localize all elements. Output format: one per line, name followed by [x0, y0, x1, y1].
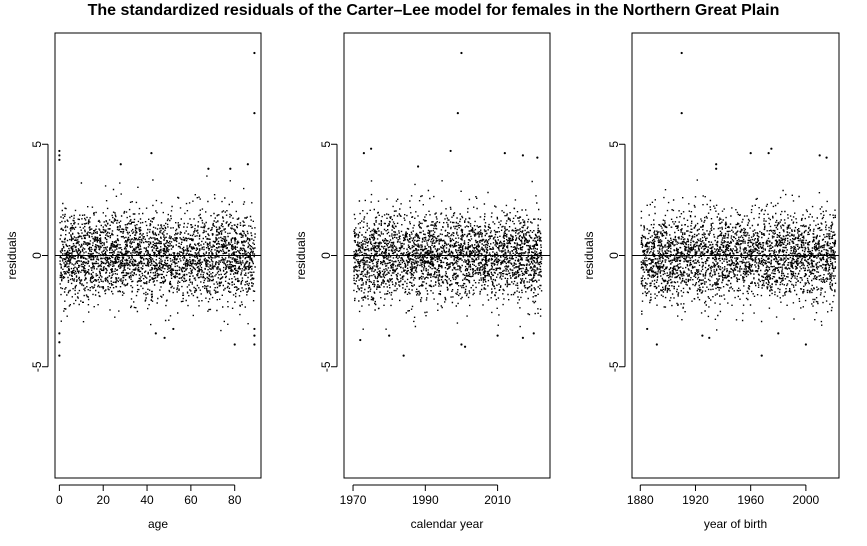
x-axis-label: age	[148, 517, 168, 531]
data-point	[521, 154, 524, 157]
data-point	[58, 341, 61, 344]
y-tick-label: 0	[607, 252, 621, 259]
x-axis-label: year of birth	[704, 517, 767, 531]
x-tick-label: 20	[97, 493, 111, 507]
data-point	[58, 158, 61, 161]
y-axis-label: residuals	[294, 231, 308, 279]
data-point	[58, 154, 61, 157]
data-point	[536, 156, 539, 159]
y-tick-label: -5	[319, 361, 333, 372]
data-point	[449, 149, 452, 153]
data-point	[804, 343, 807, 346]
data-point	[680, 51, 683, 55]
data-point	[233, 343, 236, 346]
x-tick-label: 1920	[682, 493, 709, 507]
data-point	[777, 332, 780, 335]
data-point	[521, 336, 524, 339]
data-point	[58, 354, 61, 357]
data-point	[760, 354, 763, 357]
data-point	[496, 334, 499, 337]
data-point	[253, 112, 256, 115]
x-tick-label: 1990	[412, 493, 439, 507]
data-point	[680, 112, 683, 115]
data-point	[229, 167, 232, 170]
x-tick-label: 1880	[627, 493, 654, 507]
data-point	[532, 332, 535, 335]
data-point	[655, 343, 658, 346]
data-point	[359, 338, 362, 342]
data-point	[749, 152, 752, 155]
data-point	[58, 332, 61, 335]
residual-points	[59, 175, 256, 332]
y-axis-label: residuals	[582, 231, 596, 279]
data-point	[646, 327, 649, 331]
data-point	[825, 156, 828, 159]
data-point	[463, 345, 467, 348]
data-point	[818, 154, 821, 157]
data-point	[416, 165, 420, 168]
data-point	[253, 51, 256, 55]
x-tick-label: 40	[140, 493, 154, 507]
y-tick-label: 5	[30, 141, 44, 148]
y-tick-label: 0	[30, 252, 44, 259]
x-tick-label: 60	[184, 493, 198, 507]
data-point	[362, 152, 365, 155]
y-tick-label: 5	[607, 141, 621, 148]
data-point	[253, 334, 256, 337]
data-point	[715, 167, 718, 170]
data-point	[767, 152, 770, 155]
x-tick-label: 2000	[793, 493, 820, 507]
x-tick-label: 2010	[484, 493, 511, 507]
data-point	[456, 112, 459, 115]
x-tick-label: 0	[56, 493, 63, 507]
data-point	[370, 147, 373, 150]
x-tick-label: 1960	[737, 493, 764, 507]
y-tick-label: -5	[30, 361, 44, 372]
data-point	[207, 167, 210, 170]
y-tick-label: -5	[607, 361, 621, 372]
x-tick-label: 1970	[340, 493, 367, 507]
data-point	[388, 334, 391, 337]
data-point	[402, 354, 405, 357]
data-point	[246, 163, 249, 166]
data-point	[150, 152, 153, 155]
data-point	[701, 334, 704, 337]
data-point	[163, 336, 166, 339]
data-point	[253, 327, 256, 331]
y-axis-label: residuals	[5, 231, 19, 279]
panel-3: 1880 1920 1960 2000 year of birth -5 0 5 residua…	[582, 32, 840, 531]
data-point	[770, 147, 773, 150]
panel-1: 0 20 40 60 80 age -5 0 5 residuals	[5, 32, 262, 531]
data-point	[460, 51, 463, 55]
data-point	[708, 336, 711, 339]
data-point	[58, 149, 61, 153]
data-point	[172, 327, 175, 331]
data-point	[119, 163, 122, 166]
chart-title: The standardized residuals of the Carter…	[87, 2, 780, 19]
x-axis-label: calendar year	[411, 517, 484, 531]
y-tick-label: 0	[319, 252, 333, 259]
data-point	[253, 343, 256, 346]
data-point	[503, 152, 506, 155]
data-point	[154, 332, 157, 335]
x-tick-label: 80	[228, 493, 242, 507]
data-point	[715, 163, 718, 166]
data-point	[460, 343, 463, 346]
y-tick-label: 5	[319, 141, 333, 148]
